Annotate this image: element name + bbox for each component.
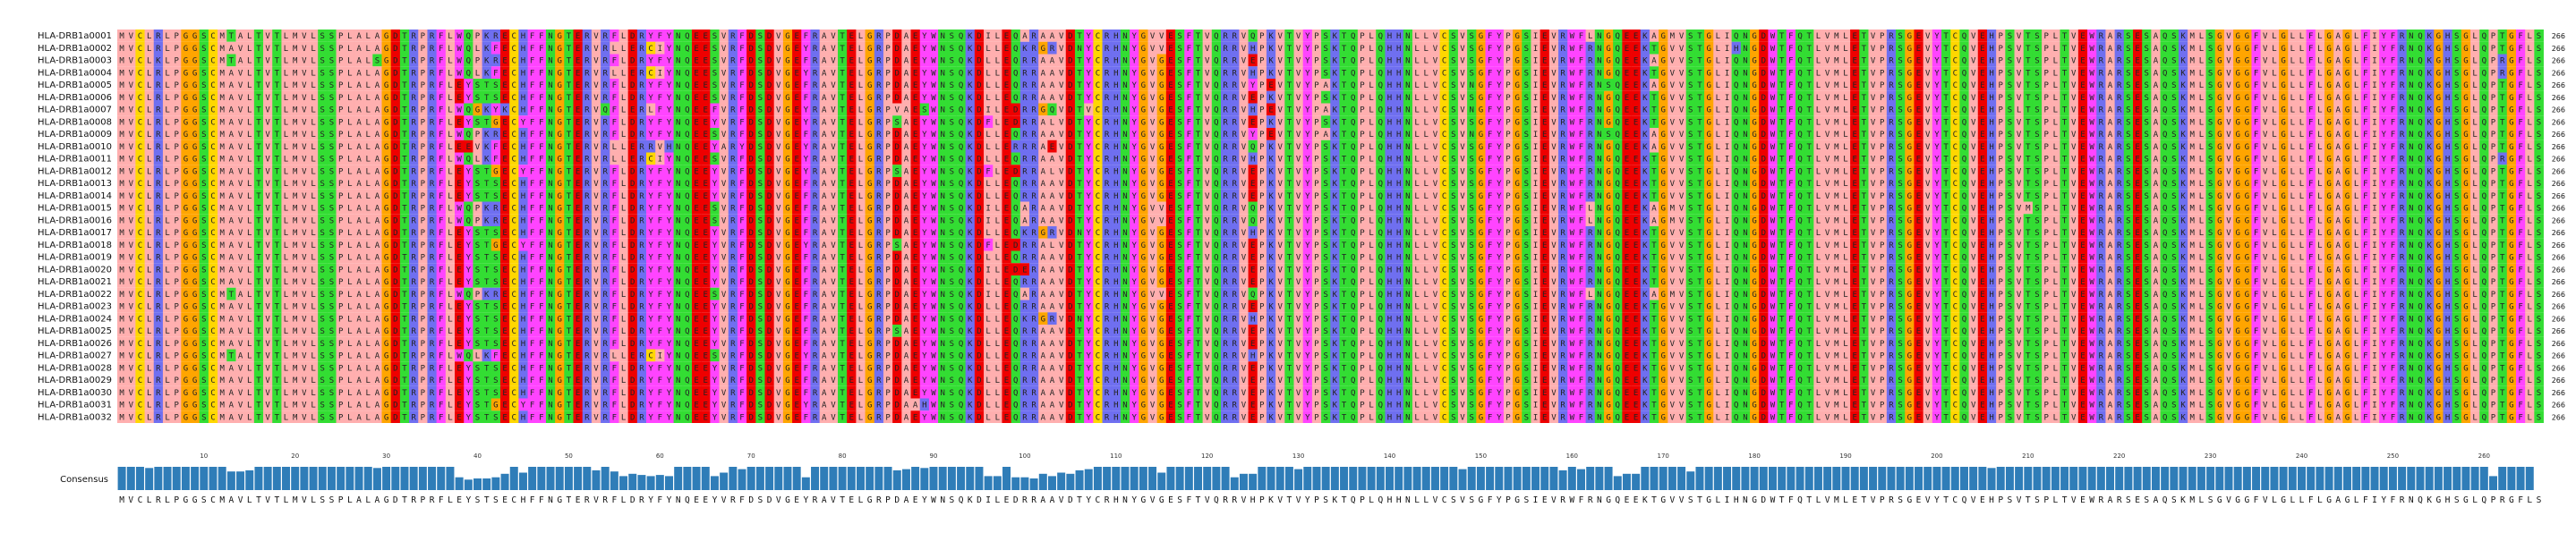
residue-grid xyxy=(117,30,2544,423)
